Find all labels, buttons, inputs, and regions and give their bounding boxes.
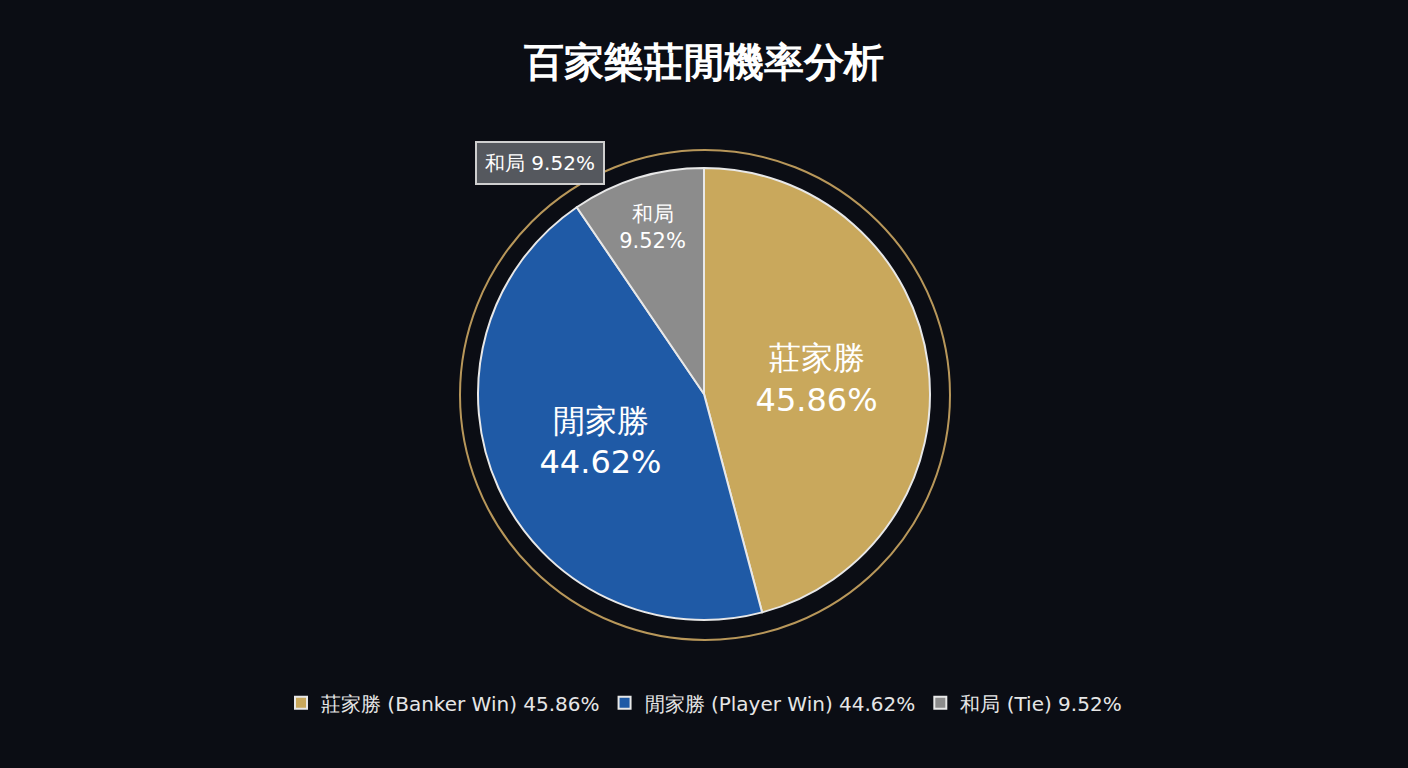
svg-text:莊家勝 (Banker Win) 45.86%: 莊家勝 (Banker Win) 45.86% [321,692,600,716]
svg-text:和局 (Tie) 9.52%: 和局 (Tie) 9.52% [960,692,1121,716]
svg-text:百家樂莊閒機率分析: 百家樂莊閒機率分析 [523,39,884,85]
svg-text:莊家勝45.86%: 莊家勝45.86% [756,339,878,419]
svg-text:閒家勝44.62%: 閒家勝44.62% [540,402,662,482]
svg-text:和局 9.52%: 和局 9.52% [485,151,595,175]
svg-text:閒家勝 (Player Win) 44.62%: 閒家勝 (Player Win) 44.62% [645,692,916,716]
svg-text:和局9.52%: 和局9.52% [619,202,686,253]
